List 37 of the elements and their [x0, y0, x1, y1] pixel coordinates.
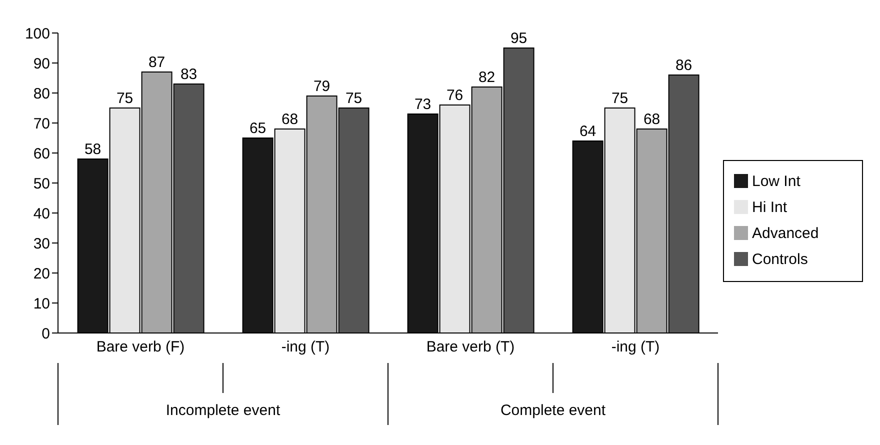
- x-tick-label: Bare verb (T): [426, 338, 515, 356]
- data-label: 95: [510, 30, 528, 47]
- legend-label: Low Int: [752, 172, 800, 190]
- data-label: 79: [313, 78, 330, 95]
- data-label: 58: [84, 141, 102, 158]
- data-label: 82: [478, 69, 496, 86]
- text: Complete event: [500, 402, 606, 419]
- y-tick-label: 20: [33, 265, 50, 282]
- y-tick-label: 90: [33, 55, 50, 72]
- y-tick-label: 0: [42, 325, 50, 342]
- y-tick-label: 70: [33, 115, 50, 132]
- legend-label: Hi Int: [752, 198, 788, 216]
- data-label: 64: [579, 123, 596, 140]
- y-tick-label: 80: [33, 85, 50, 102]
- data-label: 68: [643, 111, 660, 128]
- data-label: 87: [148, 54, 166, 71]
- y-tick-label: 100: [24, 25, 50, 42]
- data-label: 68: [281, 111, 298, 128]
- data-label: 73: [414, 96, 432, 113]
- text: Incomplete event: [166, 402, 281, 419]
- data-label: 75: [345, 90, 362, 107]
- y-tick-label: 40: [33, 205, 50, 222]
- legend-label: Advanced: [752, 224, 819, 242]
- x-tick-label: -ing (T): [611, 338, 660, 356]
- data-label: 83: [180, 66, 198, 83]
- x-tick-label: Bare verb (F): [96, 338, 185, 356]
- data-label: 86: [675, 57, 692, 74]
- data-label: 75: [611, 90, 628, 107]
- data-label: 75: [116, 90, 134, 107]
- data-label: 76: [446, 87, 464, 104]
- y-tick-label: 10: [33, 295, 50, 312]
- data-label: 65: [249, 120, 266, 137]
- legend-label: Controls: [752, 250, 808, 268]
- y-tick-label: 60: [33, 145, 50, 162]
- y-tick-label: 30: [33, 235, 50, 252]
- y-tick-label: 50: [33, 175, 50, 192]
- x-tick-label: -ing (T): [281, 338, 330, 356]
